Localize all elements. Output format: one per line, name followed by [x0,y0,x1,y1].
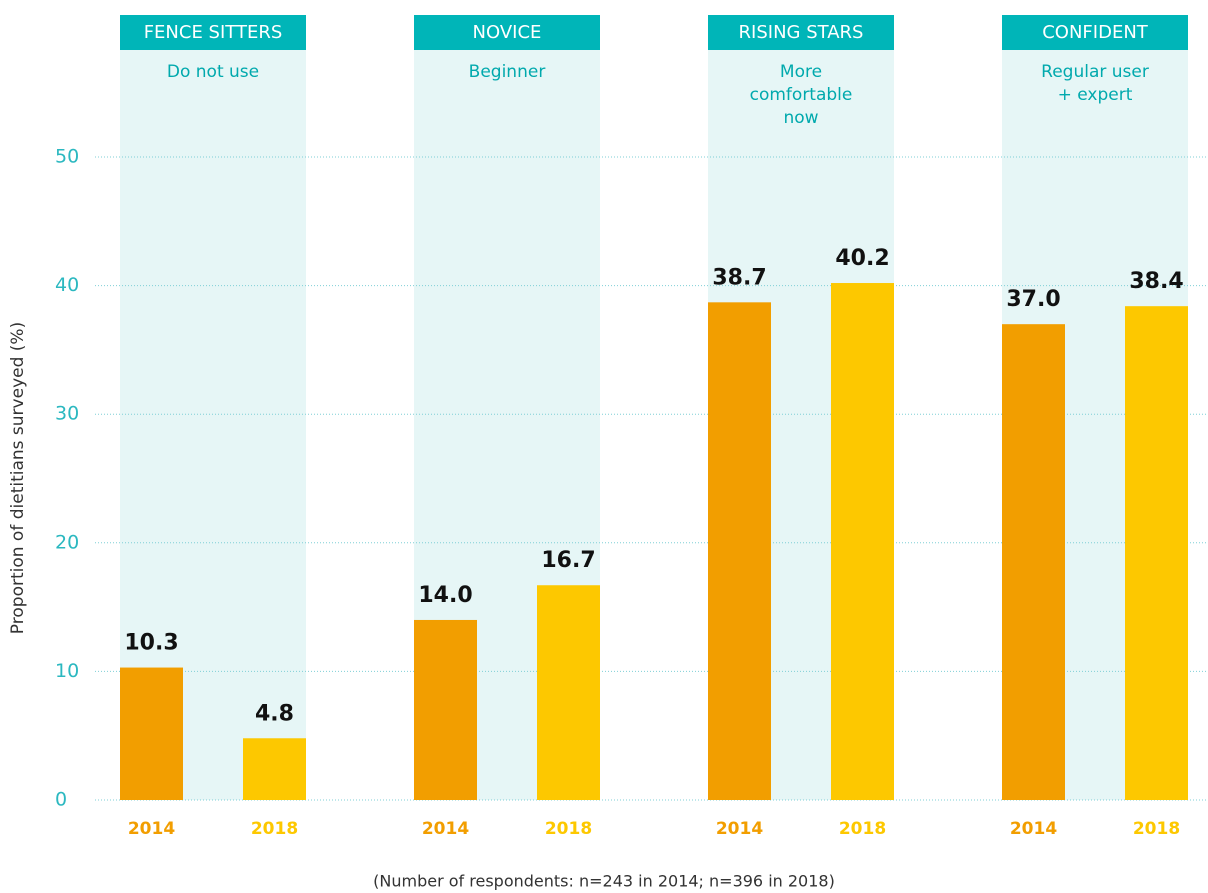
y-tick-label: 0 [55,789,67,811]
bar [1125,306,1188,800]
panel-subtitle: comfortable [750,85,853,105]
y-tick-label: 40 [55,274,79,296]
value-label: 10.3 [124,631,178,656]
panel-header [414,15,600,50]
value-label: 14.0 [418,583,472,608]
bar [831,283,894,800]
panel-subtitle: Beginner [469,62,546,82]
bar [537,585,600,800]
y-tick-label: 50 [55,146,79,168]
x-tick-label: 2014 [128,819,175,839]
value-label: 38.4 [1129,269,1183,294]
bar [1002,324,1065,800]
panel-title: CONFIDENT [1042,22,1149,43]
panel-subtitle: + expert [1058,85,1133,105]
y-tick-label: 20 [55,531,79,553]
panel-subtitle: now [783,108,818,128]
y-tick-label: 30 [55,403,79,425]
footnote: (Number of respondents: n=243 in 2014; n… [373,872,835,891]
panel-subtitle: Regular user [1041,62,1149,82]
y-tick-label: 10 [55,660,79,682]
value-label: 4.8 [255,701,294,726]
x-tick-label: 2018 [839,819,886,839]
panel-header [1002,15,1188,50]
x-tick-label: 2018 [1133,819,1180,839]
panel-subtitle: More [780,62,822,82]
panel-subtitle: Do not use [167,62,259,82]
bar [414,619,477,800]
panel-title: NOVICE [473,22,542,43]
x-tick-label: 2014 [422,819,469,839]
x-tick-label: 2014 [1010,819,1057,839]
y-axis-label: Proportion of dietitians surveyed (%) [8,322,28,634]
x-tick-label: 2018 [251,819,298,839]
bar [708,302,771,800]
x-tick-label: 2018 [545,819,592,839]
panel-title: FENCE SITTERS [144,22,283,43]
value-label: 38.7 [712,265,766,290]
value-label: 40.2 [835,246,889,271]
panel-title: RISING STARS [739,22,864,43]
bar [243,738,306,800]
bar [120,667,183,800]
panel-header [120,15,306,50]
value-label: 16.7 [541,548,595,573]
value-label: 37.0 [1006,287,1060,312]
panel-header [708,15,894,50]
x-tick-label: 2014 [716,819,763,839]
